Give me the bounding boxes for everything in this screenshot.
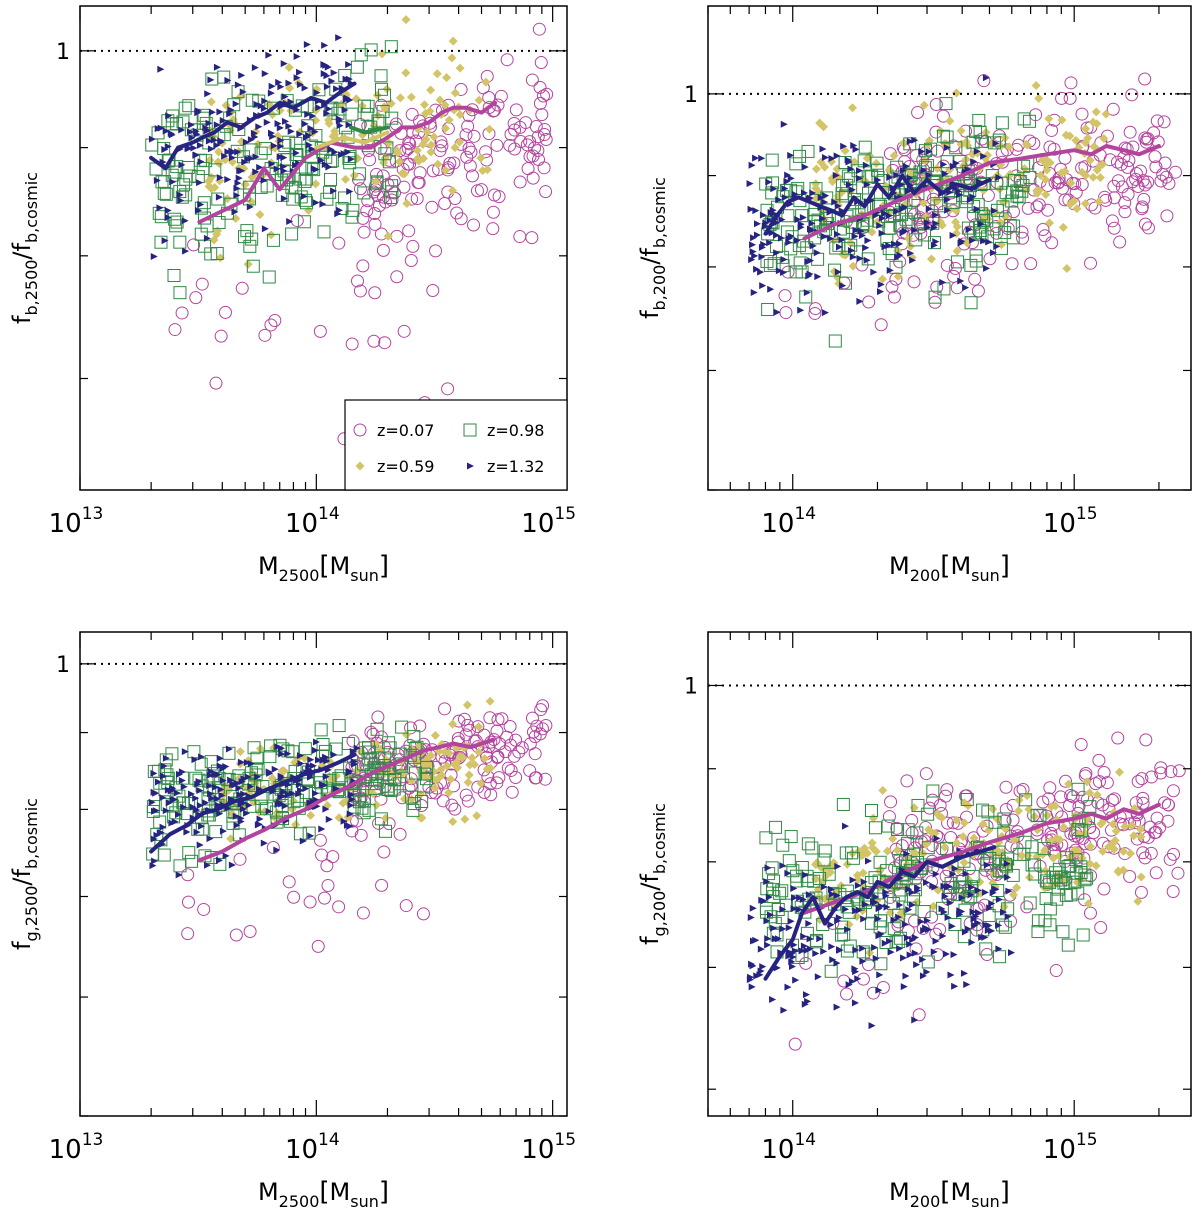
x-tick-label: 1015 xyxy=(521,504,576,539)
mean-line-z-0-07 xyxy=(802,144,1161,241)
y-axis-label: fg,200/fb,cosmic xyxy=(636,803,669,945)
plot-frame xyxy=(707,5,1192,491)
chart-svg: 1014 1015 1 M200[Msun] fb,200/fb,cosmic xyxy=(636,5,1192,585)
scatter-z-0-07 xyxy=(168,22,554,458)
legend-label: z=0.07 xyxy=(377,421,434,440)
chart-svg: 1013 1014 1015 1 M2500[Msun] fb,2500/fb,cosmi… xyxy=(8,5,576,585)
y-tick-label: 1 xyxy=(684,83,698,108)
scatter-z-0-07 xyxy=(788,731,1186,1051)
x-tick-label: 1014 xyxy=(761,504,816,539)
y-axis xyxy=(708,684,1191,1090)
panel-top-right: 1014 1015 1 M200[Msun] fb,200/fb,cosmic xyxy=(628,5,1197,585)
x-tick-label: 1014 xyxy=(761,1130,816,1165)
panel-top-left: 1013 1014 1015 1 M2500[Msun] fb,2500/fb,cosmi… xyxy=(0,5,576,585)
x-tick-label: 1013 xyxy=(49,504,104,539)
mean-line-z-0-07 xyxy=(197,737,496,863)
plot-area xyxy=(746,72,1182,348)
panel-bottom-right: 1014 1015 1 M200[Msun] fg,200/fb,cosmic xyxy=(628,631,1197,1211)
legend-item-z-0-98: z=0.98 xyxy=(463,421,544,440)
plot-frame xyxy=(707,631,1192,1117)
x-axis-label: M2500[Msun] xyxy=(258,551,389,585)
x-axis-label: M200[Msun] xyxy=(889,551,1010,585)
y-tick-label: 1 xyxy=(684,674,698,699)
mean-line-z-1-32 xyxy=(149,81,357,171)
legend-item-z-0-59: z=0.59 xyxy=(355,457,434,476)
legend-item-z-1-32: z=1.32 xyxy=(467,457,544,476)
mean-line-z-1-32 xyxy=(149,752,357,854)
x-axis xyxy=(707,632,1160,1116)
y-axis-label: fb,200/fb,cosmic xyxy=(636,177,669,319)
scatter-z-1-32 xyxy=(148,34,355,260)
plot-frame xyxy=(79,631,568,1117)
y-axis-label: fb,2500/fb,cosmic xyxy=(8,172,41,324)
x-tick-label: 1015 xyxy=(1043,1130,1098,1165)
legend-label: z=0.98 xyxy=(487,421,544,440)
x-tick-label: 1014 xyxy=(285,1130,340,1165)
plot-area xyxy=(145,15,554,458)
mean-line-z-0-98 xyxy=(348,125,390,135)
scatter-z-1-32 xyxy=(148,738,361,879)
chart-svg: 1013 1014 1015 1 M2500[Msun] fg,2500/fb,cosmi… xyxy=(8,631,576,1211)
mean-line-z-1-32 xyxy=(763,845,997,981)
chart-svg: 1014 1015 1 M200[Msun] fg,200/fb,cosmic xyxy=(636,631,1192,1211)
panel-bottom-left: 1013 1014 1015 1 M2500[Msun] fg,2500/fb,cosmi… xyxy=(0,631,576,1211)
x-axis-label: M2500[Msun] xyxy=(258,1177,389,1211)
plot-area xyxy=(746,731,1186,1051)
mean-line-z-1-32 xyxy=(763,173,992,236)
legend-item-z-0-07: z=0.07 xyxy=(353,421,434,440)
y-tick-label: 1 xyxy=(56,40,70,65)
plot-frame xyxy=(79,5,568,491)
y-axis xyxy=(708,93,1191,491)
x-axis-label: M200[Msun] xyxy=(889,1177,1010,1211)
x-tick-label: 1015 xyxy=(1043,504,1098,539)
plot-area xyxy=(146,696,553,953)
mean-line-z-0-59 xyxy=(314,130,390,150)
scatter-z-0-98 xyxy=(145,40,399,300)
legend-label: z=0.59 xyxy=(377,457,434,476)
x-tick-label: 1014 xyxy=(285,504,340,539)
y-tick-label: 1 xyxy=(56,653,70,678)
mean-line-z-0-07 xyxy=(197,100,497,224)
x-axis xyxy=(707,6,1160,490)
legend-label: z=1.32 xyxy=(487,457,544,476)
x-tick-label: 1015 xyxy=(521,1130,576,1165)
legend: z=0.07 z=0.98 z=0.59 z=1.32 xyxy=(344,399,568,491)
y-axis xyxy=(80,50,567,380)
y-axis xyxy=(80,663,567,1117)
y-axis-label: fg,2500/fb,cosmic xyxy=(8,798,41,950)
x-axis xyxy=(79,632,554,1116)
x-tick-label: 1013 xyxy=(49,1130,104,1165)
